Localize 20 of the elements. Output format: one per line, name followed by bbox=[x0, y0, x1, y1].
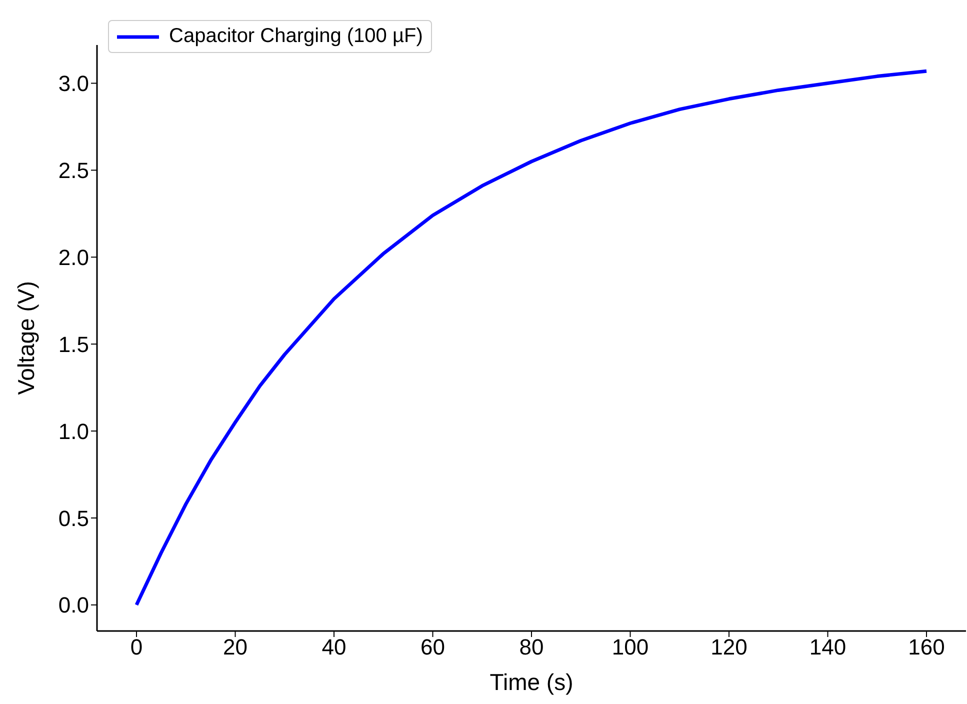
y-tick-label: 0.5 bbox=[58, 506, 89, 531]
x-tick-label: 60 bbox=[420, 634, 445, 660]
legend-label: Capacitor Charging (100 µF) bbox=[169, 25, 423, 48]
y-axis-title: Voltage (V) bbox=[13, 281, 39, 395]
x-tick-label: 20 bbox=[223, 634, 248, 660]
y-tick-label: 3.0 bbox=[58, 71, 89, 96]
y-tick-label: 0.0 bbox=[58, 592, 89, 618]
y-tick-label: 2.0 bbox=[58, 244, 89, 270]
x-tick-label: 0 bbox=[130, 634, 143, 660]
y-tick-label: 2.5 bbox=[58, 158, 89, 184]
x-tick-label: 140 bbox=[809, 634, 846, 660]
line-series bbox=[134, 69, 928, 607]
y-tick-label: 1.0 bbox=[58, 418, 89, 444]
y-tick-label: 1.5 bbox=[58, 332, 89, 357]
x-tick-label: 160 bbox=[908, 634, 945, 660]
x-tick-label: 80 bbox=[519, 634, 544, 660]
x-axis-title: Time (s) bbox=[490, 669, 574, 695]
x-tick-label: 120 bbox=[710, 634, 748, 660]
x-tick-label: 40 bbox=[322, 634, 346, 660]
x-tick-label: 100 bbox=[612, 634, 649, 660]
